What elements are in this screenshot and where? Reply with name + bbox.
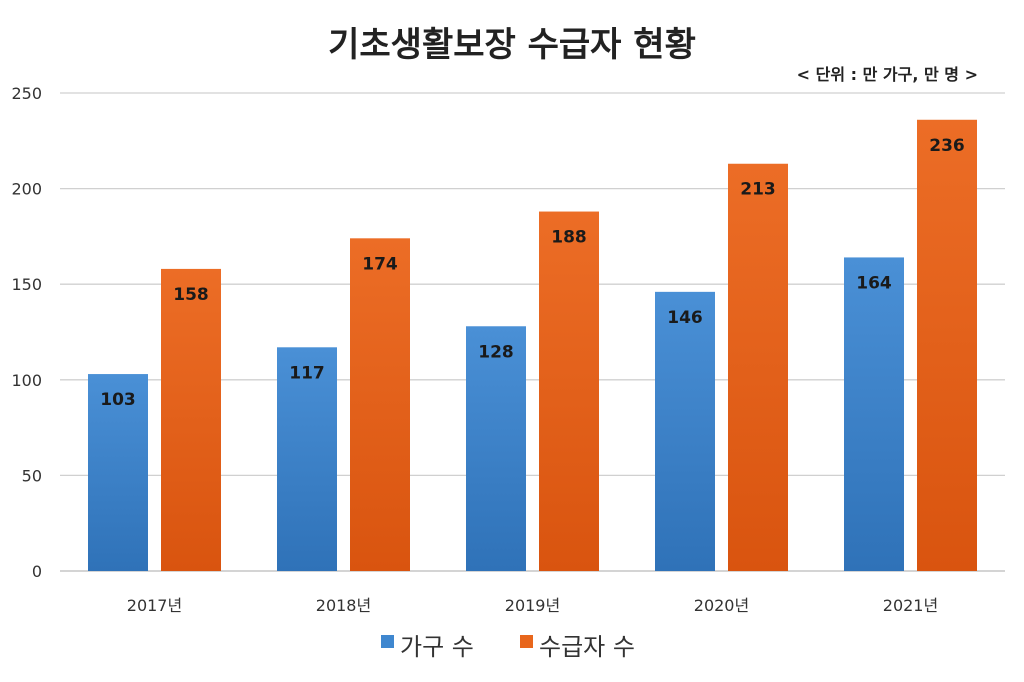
data-label: 128 (478, 342, 514, 362)
bar-households (466, 326, 526, 571)
data-label: 164 (856, 273, 892, 293)
x-tick-label: 2017년 (127, 596, 182, 615)
bar-recipients (917, 119, 977, 571)
bar-recipients (350, 238, 410, 571)
y-tick-label: 250 (11, 84, 42, 103)
data-label: 117 (289, 363, 325, 383)
data-label: 213 (740, 180, 776, 200)
bar-households (277, 347, 337, 571)
y-tick-label: 0 (32, 562, 42, 581)
data-label: 174 (362, 254, 398, 274)
data-label: 103 (100, 390, 136, 410)
bar-recipients (161, 268, 221, 571)
data-label: 188 (551, 228, 587, 248)
x-tick-label: 2020년 (694, 596, 749, 615)
bar-households (844, 257, 904, 571)
data-label: 146 (667, 308, 703, 328)
data-label: 158 (173, 285, 209, 305)
bar-recipients (728, 163, 788, 571)
data-label: 236 (929, 136, 965, 156)
legend-label: 가구 수 (400, 633, 474, 661)
y-tick-label: 50 (22, 466, 42, 485)
unit-label: < 단위 : 만 가구, 만 명 > (797, 65, 978, 84)
x-tick-label: 2021년 (883, 596, 938, 615)
chart-title: 기초생활보장 수급자 현황 (328, 25, 696, 65)
y-tick-label: 150 (11, 275, 42, 294)
y-tick-label: 100 (11, 371, 42, 390)
y-tick-label: 200 (11, 180, 42, 199)
x-tick-label: 2018년 (316, 596, 371, 615)
legend-label: 수급자 수 (539, 633, 635, 661)
legend-swatch (520, 635, 533, 648)
x-tick-label: 2019년 (505, 596, 560, 615)
bar-households (88, 374, 148, 571)
legend-swatch (381, 635, 394, 648)
bar-households (655, 291, 715, 571)
bar-recipients (539, 211, 599, 571)
